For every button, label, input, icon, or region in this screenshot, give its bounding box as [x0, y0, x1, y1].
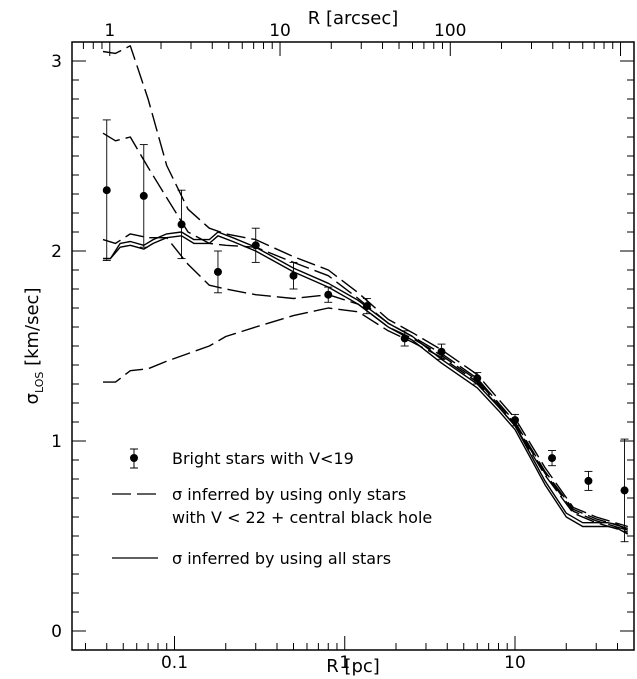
- x-tick-label: 10: [504, 653, 526, 673]
- data-point: [139, 191, 148, 200]
- legend-dashed-label-2: with V < 22 + central black hole: [172, 508, 432, 527]
- legend-solid-label: σ inferred by using all stars: [172, 549, 391, 568]
- points-layer: [102, 119, 629, 543]
- solid-series-line: [103, 235, 629, 535]
- x-top-tick-label: 100: [434, 21, 466, 41]
- tick-labels-layer: 0.1 1 10 1 10 100 0 1 2 3: [51, 21, 526, 673]
- data-point: [251, 241, 260, 250]
- data-point: [324, 290, 333, 299]
- data-point: [177, 220, 186, 229]
- x-tick-label: 0.1: [161, 653, 188, 673]
- y-axis-label: σLOS [km/sec]: [22, 288, 46, 405]
- solid-series-line: [103, 231, 629, 531]
- data-point: [437, 347, 446, 356]
- bottom-axis-label: R [pc]: [326, 656, 380, 677]
- data-point: [473, 374, 482, 383]
- legend-points-label: Bright stars with V<19: [172, 449, 354, 468]
- data-point: [362, 302, 371, 311]
- y-tick-label: 2: [51, 242, 62, 262]
- top-axis-label: R [arcsec]: [308, 8, 399, 29]
- legend: Bright stars with V<19 σ inferred by usi…: [112, 448, 432, 568]
- ticks-layer: [71, 42, 635, 650]
- data-point: [548, 454, 557, 463]
- dashed-series-line: [103, 307, 629, 533]
- plot-frame: [71, 41, 635, 651]
- x-top-tick-label: 10: [269, 21, 291, 41]
- legend-dashed-label-1: σ inferred by using only stars: [172, 485, 406, 504]
- y-tick-label: 3: [51, 52, 62, 72]
- data-point: [213, 267, 222, 276]
- legend-point-marker: [130, 454, 138, 462]
- x-tick-label: 1: [339, 653, 350, 673]
- data-point: [511, 416, 520, 425]
- data-point: [289, 271, 298, 280]
- y-axis-label-symbol: σ: [22, 393, 43, 404]
- data-point: [584, 476, 593, 485]
- y-tick-label: 1: [51, 432, 62, 452]
- data-point: [400, 334, 409, 343]
- dashed-series-line: [102, 45, 629, 528]
- y-axis-label-subscript: LOS: [33, 372, 46, 393]
- x-top-tick-label: 1: [104, 21, 115, 41]
- data-point: [102, 186, 111, 195]
- y-tick-label: 0: [51, 622, 62, 642]
- y-axis-label-units: [km/sec]: [22, 288, 43, 372]
- data-point: [620, 486, 629, 495]
- dashed-series-line: [102, 132, 629, 530]
